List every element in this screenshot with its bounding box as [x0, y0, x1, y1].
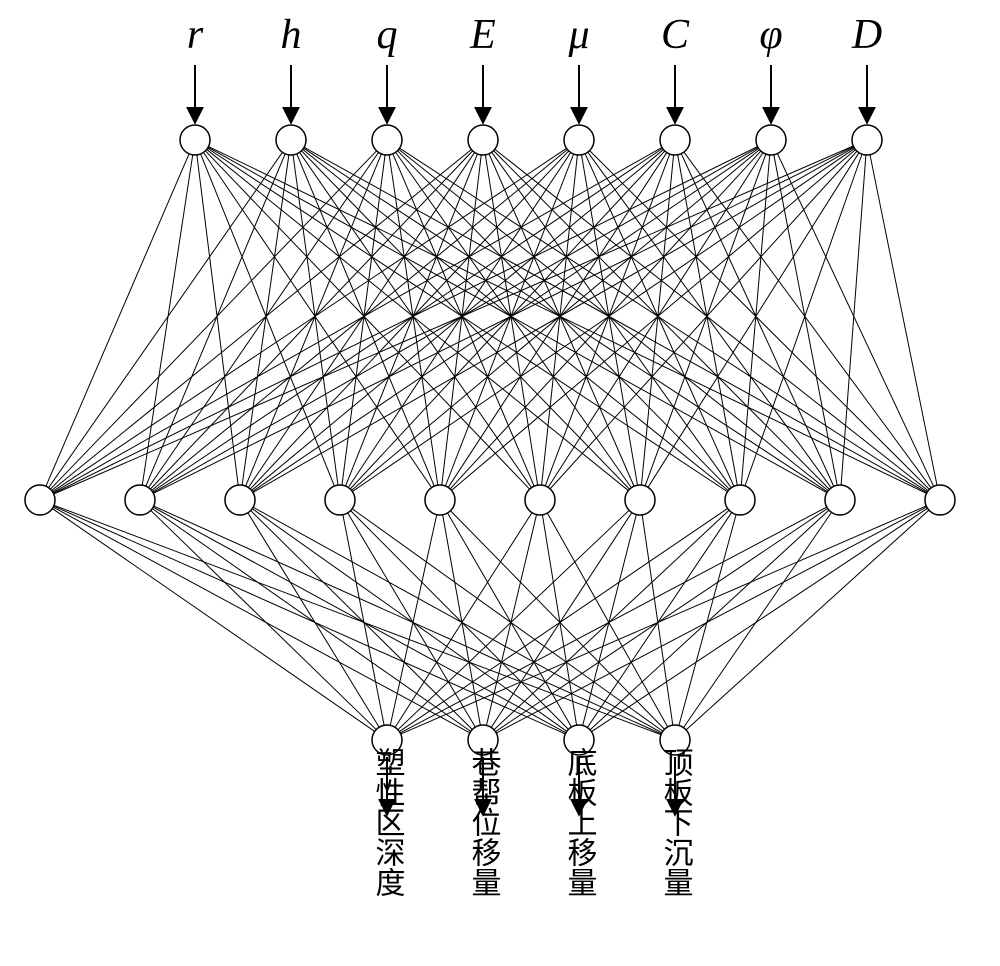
hidden-node-8 — [825, 485, 855, 515]
input-label-E: E — [469, 12, 496, 58]
hidden-node-0 — [25, 485, 55, 515]
hidden-node-6 — [625, 485, 655, 515]
output-label-1: 巷帮位移量 — [467, 747, 502, 897]
input-label-r: r — [187, 12, 204, 58]
input-node-0 — [180, 125, 210, 155]
input-node-3 — [468, 125, 498, 155]
hidden-node-3 — [325, 485, 355, 515]
input-node-4 — [564, 125, 594, 155]
input-label-μ: μ — [567, 12, 589, 58]
input-label-φ: φ — [759, 12, 782, 58]
neural-network-diagram: r h q Eμ Cφ D 塑性区深度 巷帮位移量 底板上移量 顶板下沉量 — [0, 0, 1000, 966]
input-node-7 — [852, 125, 882, 155]
output-label-3: 顶板下沉量 — [659, 747, 694, 897]
input-node-5 — [660, 125, 690, 155]
input-node-1 — [276, 125, 306, 155]
hidden-node-7 — [725, 485, 755, 515]
input-label-h: h — [281, 12, 302, 58]
edges — [46, 146, 937, 735]
input-label-C: C — [661, 12, 690, 58]
output-label-2: 底板上移量 — [563, 747, 598, 897]
output-label-0: 塑性区深度 — [371, 747, 406, 897]
input-label-D: D — [851, 12, 882, 58]
hidden-node-4 — [425, 485, 455, 515]
input-label-q: q — [377, 12, 398, 58]
hidden-node-5 — [525, 485, 555, 515]
hidden-node-2 — [225, 485, 255, 515]
hidden-node-1 — [125, 485, 155, 515]
hidden-node-9 — [925, 485, 955, 515]
input-node-2 — [372, 125, 402, 155]
input-node-6 — [756, 125, 786, 155]
